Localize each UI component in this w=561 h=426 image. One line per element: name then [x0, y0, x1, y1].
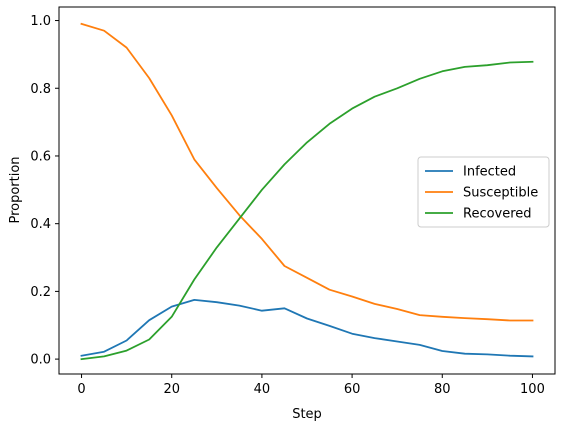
legend-label-susceptible: Susceptible [463, 186, 538, 201]
x-tick-label: 20 [163, 382, 180, 397]
y-tick-label: 0.4 [30, 217, 51, 232]
legend-label-recovered: Recovered [463, 207, 532, 222]
series-lines [80, 22, 534, 361]
legend-label-infected: Infected [463, 165, 516, 180]
y-axis-ticks: 0.0 0.2 0.4 0.6 0.8 1.0 [30, 14, 59, 368]
y-tick-label: 1.0 [30, 14, 51, 29]
y-tick-label: 0.2 [30, 285, 51, 300]
x-tick-label: 60 [344, 382, 361, 397]
y-tick-label: 0.8 [30, 82, 51, 97]
y-tick-label: 0.6 [30, 149, 51, 164]
legend: Infected Susceptible Recovered [417, 156, 550, 228]
x-tick-label: 80 [434, 382, 451, 397]
x-axis-ticks: 0 20 40 60 80 100 [77, 374, 545, 397]
x-tick-label: 40 [254, 382, 271, 397]
series-line-infected [80, 298, 534, 358]
x-tick-label: 0 [77, 382, 85, 397]
x-tick-label: 100 [520, 382, 545, 397]
series-line-recovered [80, 60, 534, 361]
series-line-susceptible [80, 22, 534, 322]
y-axis-title: Proportion [8, 156, 23, 223]
x-axis-title: Step [292, 407, 322, 422]
y-tick-label: 0.0 [30, 353, 51, 368]
legend-box [417, 156, 550, 228]
